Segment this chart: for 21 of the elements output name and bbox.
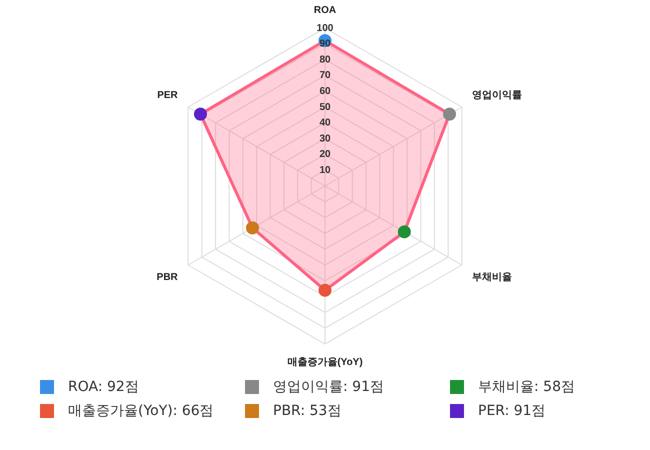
y-tick-label: 10	[319, 164, 331, 176]
y-tick-label: 30	[319, 133, 331, 144]
text: 부채비율: 58점	[478, 378, 575, 396]
spoke-label: PBR	[156, 272, 179, 283]
y-tick-label: 80	[319, 54, 331, 66]
text: PER: 91점	[478, 402, 546, 420]
spoke-label: 부채비율	[472, 272, 512, 283]
spoke-label: ROA	[314, 4, 336, 16]
spoke-label: PER	[157, 90, 179, 101]
y-tick-label: 40	[319, 118, 331, 129]
text: PBR: 53점	[273, 402, 342, 420]
spoke-label: 매출증가율(YoY)	[287, 356, 363, 368]
y-tick-label: 20	[319, 149, 331, 160]
text: 영업이익률: 91점	[273, 378, 384, 396]
y-tick-label: 60	[319, 86, 331, 97]
y-tick-label: 100	[316, 22, 334, 34]
y-tick-label: 50	[319, 102, 331, 113]
y-tick-label: 70	[319, 70, 331, 82]
spoke-label: 영업이익률	[472, 90, 522, 101]
text: ROA: 92점	[68, 378, 139, 396]
text: 매출증가율(YoY): 66점	[68, 402, 214, 420]
